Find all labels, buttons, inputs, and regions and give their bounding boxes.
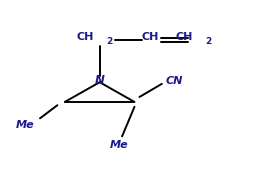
Text: N: N: [95, 74, 105, 87]
Text: 2: 2: [106, 37, 112, 46]
Text: Me: Me: [16, 120, 34, 130]
Text: CH: CH: [142, 32, 159, 42]
Text: CN: CN: [166, 76, 183, 86]
Text: 2: 2: [205, 37, 212, 46]
Text: CH: CH: [176, 32, 193, 42]
Text: CH: CH: [76, 32, 93, 42]
Text: Me: Me: [110, 140, 129, 150]
